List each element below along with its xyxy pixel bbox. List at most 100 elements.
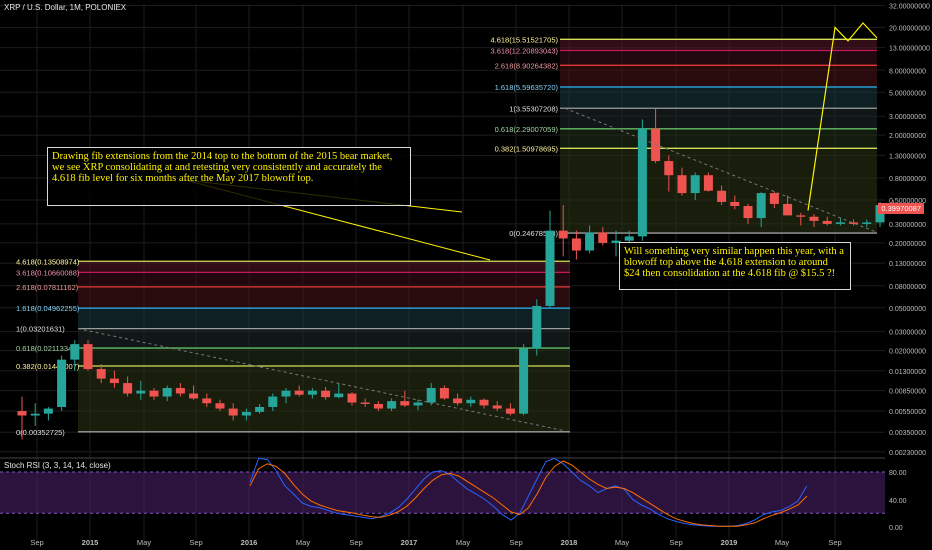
- fib-2015-label: 0(0.00352725): [16, 428, 65, 437]
- time-tick-label: May: [296, 538, 310, 547]
- candle-body: [545, 230, 555, 306]
- price-tick-label: 0.01300000: [889, 369, 926, 376]
- fib-2019-zone: [560, 87, 877, 109]
- time-tick-label: 2016: [241, 538, 258, 547]
- price-tick-label: 0.13000000: [889, 261, 926, 268]
- time-tick-label: Sep: [189, 538, 202, 547]
- candle-body: [690, 175, 700, 194]
- fib-2015-label: 0.618(0.02113349): [16, 344, 79, 353]
- fib-2015-label: 4.618(0.13508974): [16, 257, 80, 266]
- candle-body: [637, 128, 647, 237]
- fib-2019-label: 1.618(5.59635720): [495, 83, 559, 92]
- price-axis: 32.00000000 20.00000000 13.00000000 8.00000…: [889, 3, 930, 532]
- price-tick-label: 0.30000000: [889, 222, 926, 229]
- candle-body: [136, 390, 146, 394]
- candle-body: [756, 193, 766, 219]
- fib-2015-label: 3.618(0.10660088): [16, 268, 80, 277]
- chart-title: XRP / U.S. Dollar, 1M, POLONIEX: [4, 3, 127, 12]
- price-tick-label: 0.80000000: [889, 176, 926, 183]
- fib-2019-label: 3.618(12.20893043): [490, 47, 558, 56]
- fib-2019-label: 0(0.24678548): [509, 229, 558, 238]
- candle-body: [30, 413, 40, 416]
- candle-body: [426, 388, 436, 403]
- time-tick-label: Sep: [30, 538, 43, 547]
- price-tick-label: 0.05000000: [889, 306, 926, 313]
- candle-body: [123, 383, 133, 394]
- annotation-note-2019[interactable]: Will something very similar happen this …: [619, 242, 851, 290]
- indicator-title: Stoch RSI (3, 3, 14, 14, close): [4, 461, 111, 470]
- candle-body: [769, 193, 779, 204]
- candle-body: [571, 238, 581, 251]
- candle-body: [334, 393, 344, 398]
- fib-2015-zone: [78, 328, 570, 349]
- stoch-d-line: [249, 460, 808, 527]
- candle-body: [347, 393, 357, 403]
- candle-body: [703, 175, 713, 191]
- candle-body: [585, 232, 595, 251]
- trend-line: [77, 328, 566, 432]
- candle-body: [255, 406, 265, 412]
- candle-body: [83, 344, 93, 370]
- fib-2019-zone: [560, 108, 877, 129]
- candle-body: [149, 390, 159, 397]
- price-tick-label: 0.00850000: [889, 389, 926, 396]
- candle-body: [479, 399, 489, 406]
- candle-body: [57, 359, 67, 407]
- price-tick-label: 1.30000000: [889, 153, 926, 160]
- candle-body: [809, 216, 819, 221]
- fib-2015-label: 1.618(0.04962255): [16, 304, 80, 313]
- time-tick-label: May: [456, 538, 470, 547]
- stoch-rsi-panel: [0, 457, 885, 527]
- time-tick-label: May: [615, 538, 629, 547]
- candle-body: [466, 399, 476, 404]
- price-tick-label: 20.00000000: [889, 25, 930, 32]
- time-tick-label: May: [775, 538, 789, 547]
- candle-body: [835, 222, 845, 224]
- time-tick-label: 2018: [561, 538, 578, 547]
- candle-body: [849, 222, 859, 224]
- candle-body: [677, 175, 687, 194]
- candle-body: [796, 215, 806, 217]
- last-price-badge: 0.39970087: [878, 203, 924, 214]
- candle-body: [822, 220, 832, 224]
- time-tick-label: 2019: [721, 538, 738, 547]
- candle-body: [17, 411, 27, 416]
- stoch-band: [0, 472, 885, 514]
- time-tick-label: May: [137, 538, 151, 547]
- candle-body: [321, 390, 331, 398]
- candle-body: [189, 393, 199, 399]
- stoch-tick-label: 80.00: [889, 470, 907, 477]
- candle-body: [241, 411, 251, 416]
- fib-2019-label: 2.618(8.90264382): [495, 61, 559, 70]
- trend-line: [564, 107, 878, 233]
- candle-body: [453, 398, 463, 404]
- candle-body: [730, 201, 740, 207]
- candle-body: [862, 222, 872, 224]
- candle-body: [743, 206, 753, 219]
- price-tick-label: 0.00230000: [889, 450, 926, 457]
- candlesticks: [17, 108, 898, 440]
- annotation-note-2017[interactable]: Drawing fib extensions from the 2014 top…: [47, 147, 411, 206]
- fib-2015-label: 2.618(0.07811162): [16, 283, 79, 292]
- price-tick-label: 32.00000000: [889, 3, 930, 10]
- fib-2019-zone: [560, 65, 877, 88]
- fib-2019-label: 1(3.55307208): [509, 104, 558, 113]
- candle-body: [492, 405, 502, 409]
- candle-body: [294, 390, 304, 395]
- candle-body: [400, 401, 410, 406]
- candle-body: [109, 378, 119, 384]
- time-tick-label: Sep: [349, 538, 362, 547]
- price-tick-label: 0.20000000: [889, 241, 926, 248]
- candle-body: [162, 388, 172, 397]
- price-tick-label: 5.00000000: [889, 90, 926, 97]
- fib-2019-zone: [560, 39, 877, 51]
- price-tick-label: 0.50000000: [889, 198, 926, 205]
- candle-body: [611, 240, 621, 243]
- fib-2015-zone: [78, 261, 570, 273]
- candle-body: [202, 398, 212, 404]
- candle-body: [215, 403, 225, 409]
- fib-2015-zone: [78, 308, 570, 329]
- price-tick-label: 13.00000000: [889, 46, 930, 53]
- time-tick-label: Sep: [828, 538, 841, 547]
